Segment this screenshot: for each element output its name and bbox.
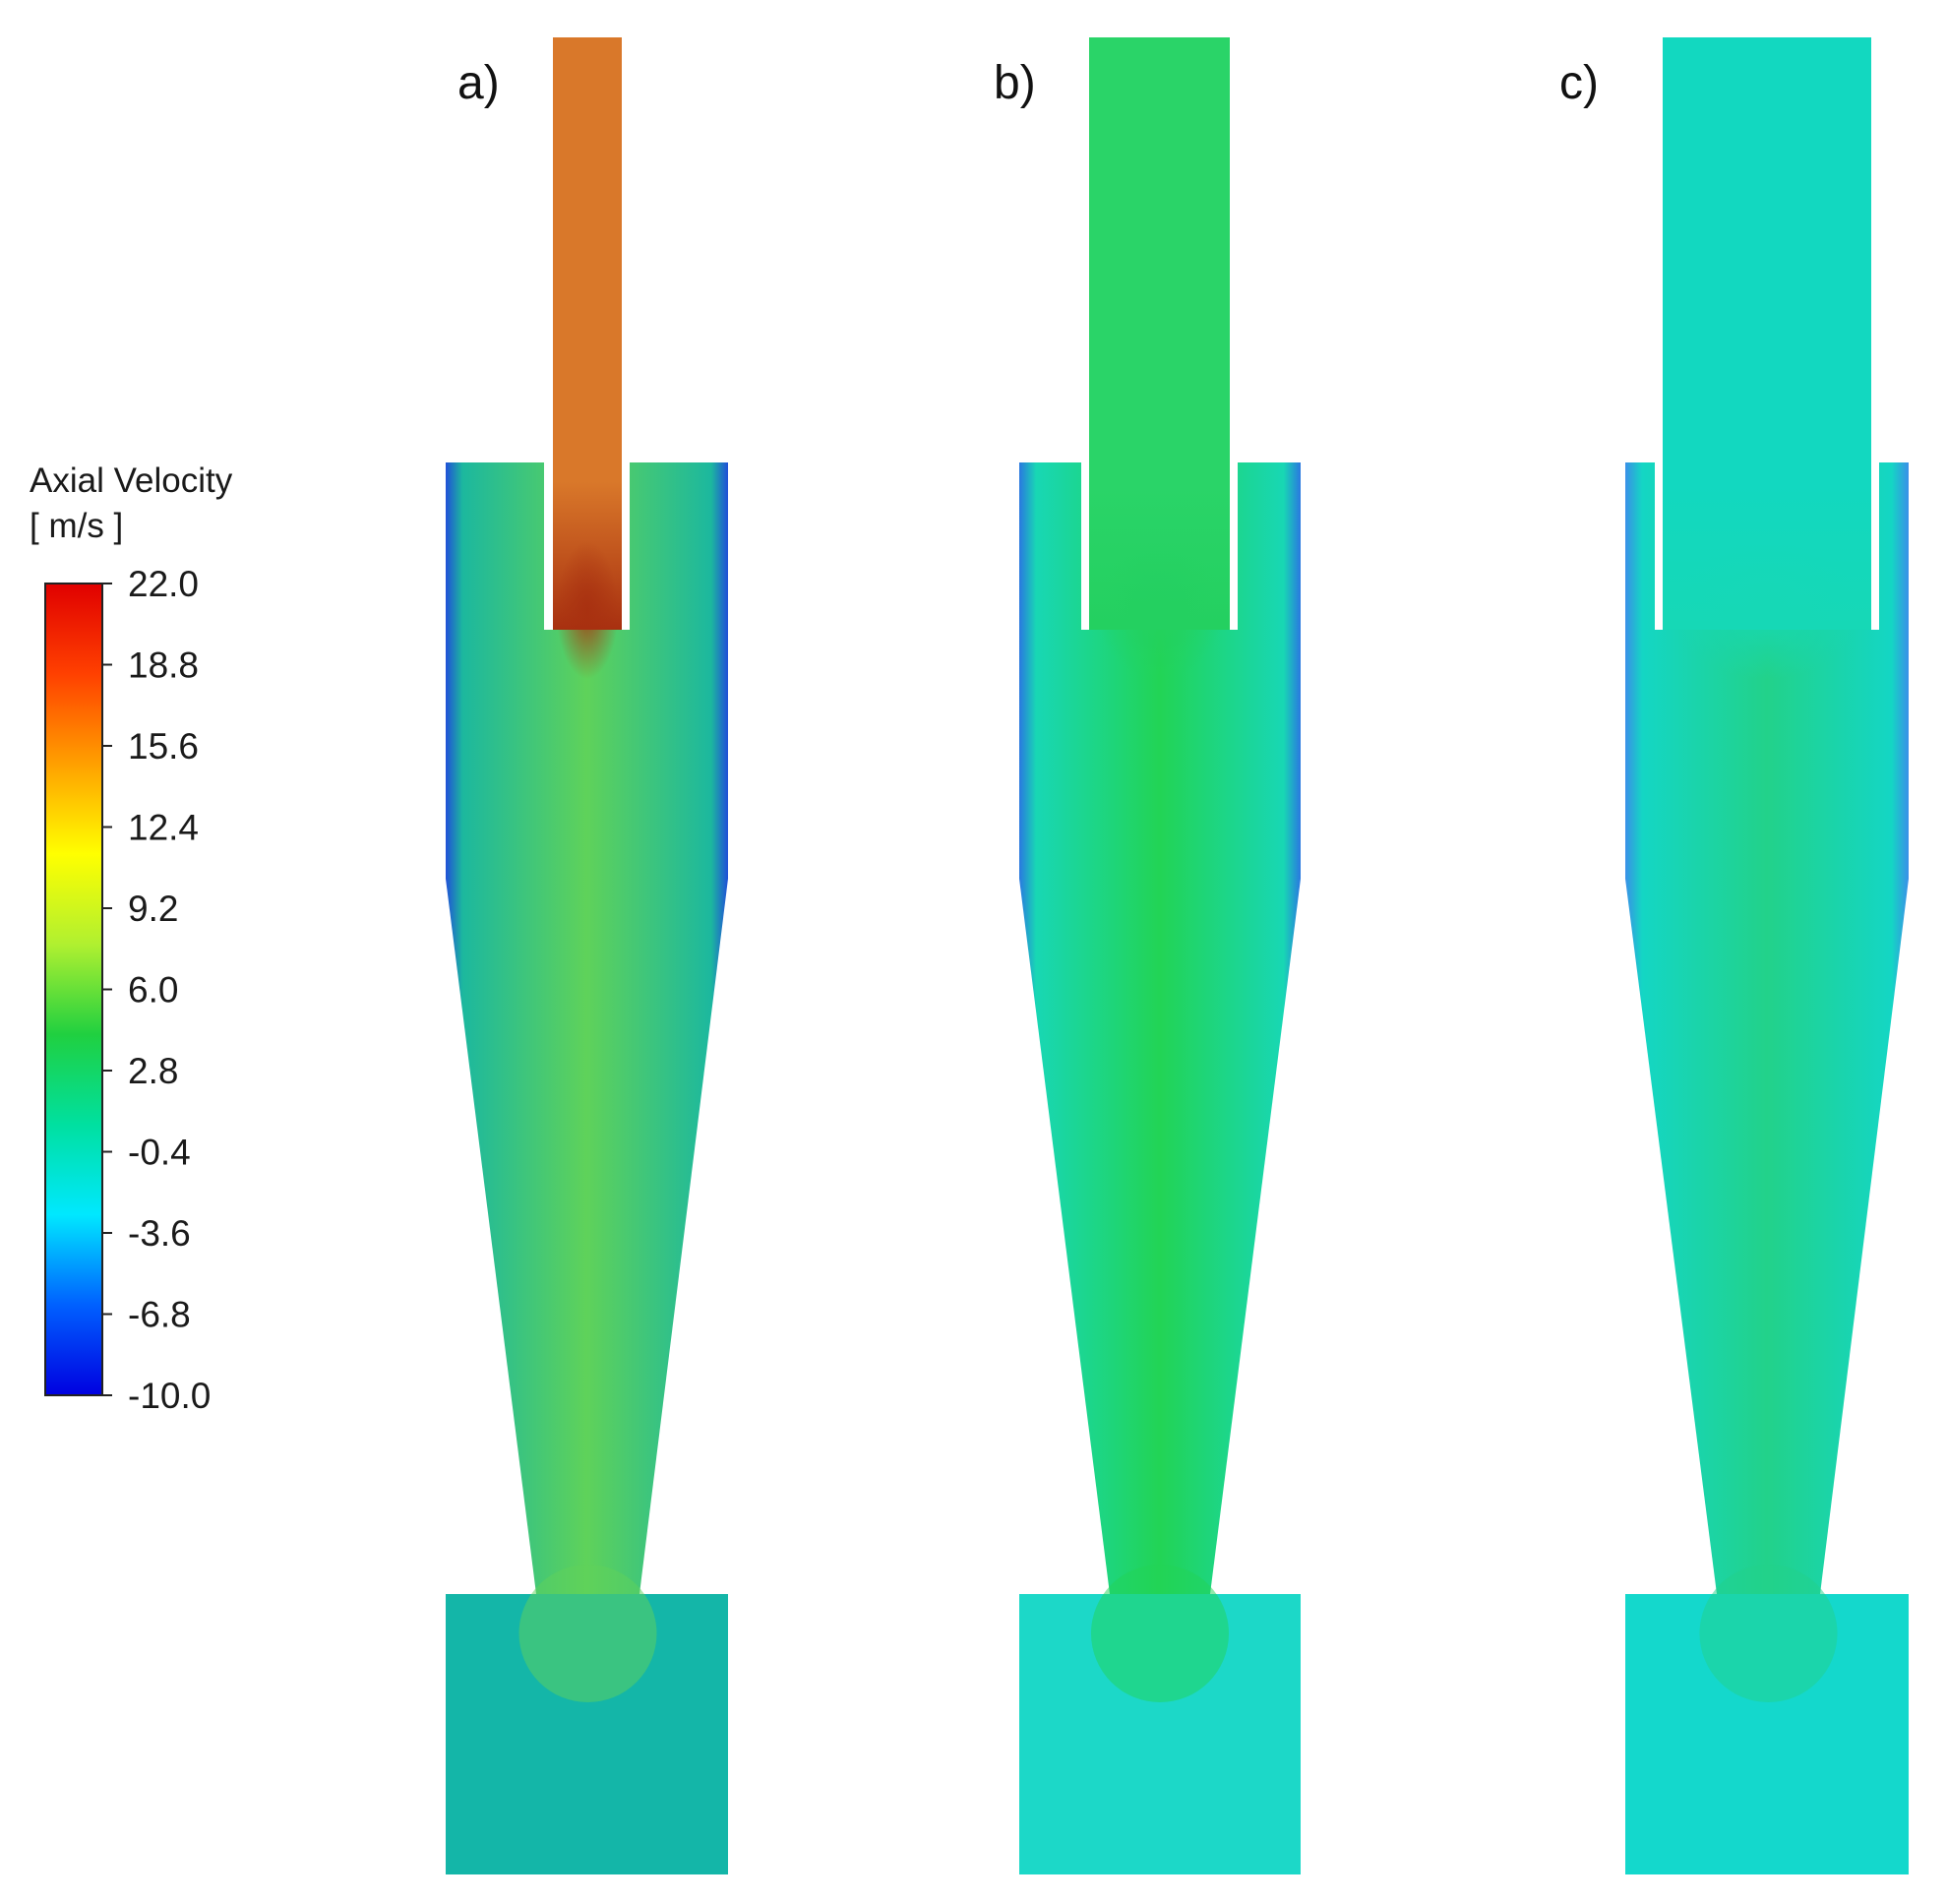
legend-title: Axial Velocity (30, 461, 233, 500)
colorbar-tick-label: -10.0 (128, 1376, 211, 1416)
colorbar-tick-label: 6.0 (128, 970, 178, 1011)
colorbar-tick-label: 9.2 (128, 889, 178, 929)
colorbar (44, 583, 103, 1396)
colorbar-tick-label: 18.8 (128, 645, 199, 686)
panel-a: a) (446, 37, 728, 1874)
colorbar-ticks: 22.0 18.8 15.6 12.4 9.2 6.0 2.8 -0.4 -3.6 -6.8 -10… (102, 564, 211, 1416)
colorbar-tick-label: 2.8 (128, 1051, 178, 1091)
panel-b: b) (994, 37, 1301, 1874)
high-velocity-core (1673, 541, 1861, 679)
colorbar-tick-label: 12.4 (128, 808, 199, 848)
bin-mouth-flow (1091, 1565, 1229, 1702)
colorbar-tick-label: -0.4 (128, 1133, 191, 1173)
bin-mouth-flow (1699, 1565, 1838, 1702)
colorbar-legend: Axial Velocity [ m/s ] 22.0 18.8 15.6 12.4 9… (30, 461, 233, 1416)
cyclone-body (446, 462, 728, 1594)
cyclone-body (1019, 462, 1301, 1594)
colorbar-tick-label: 15.6 (128, 726, 199, 767)
high-velocity-core (1096, 541, 1223, 679)
outlet-pipe (1663, 37, 1871, 630)
colorbar-tick-label: 22.0 (128, 564, 199, 604)
cyclone-body (1625, 462, 1909, 1594)
colorbar-tick-label: -6.8 (128, 1295, 191, 1335)
panel-label: c) (1559, 57, 1599, 109)
legend-unit: [ m/s ] (30, 507, 123, 545)
panel-c: c) (1559, 37, 1909, 1874)
outlet-pipe (1089, 37, 1230, 630)
contour-panels: a) b) c) (446, 37, 1909, 1874)
outlet-pipe (553, 37, 622, 630)
high-velocity-core (556, 541, 619, 679)
bin-mouth-flow (518, 1565, 657, 1702)
panel-label: b) (994, 57, 1036, 109)
panel-label: a) (457, 57, 500, 109)
colorbar-tick-label: -3.6 (128, 1213, 191, 1254)
